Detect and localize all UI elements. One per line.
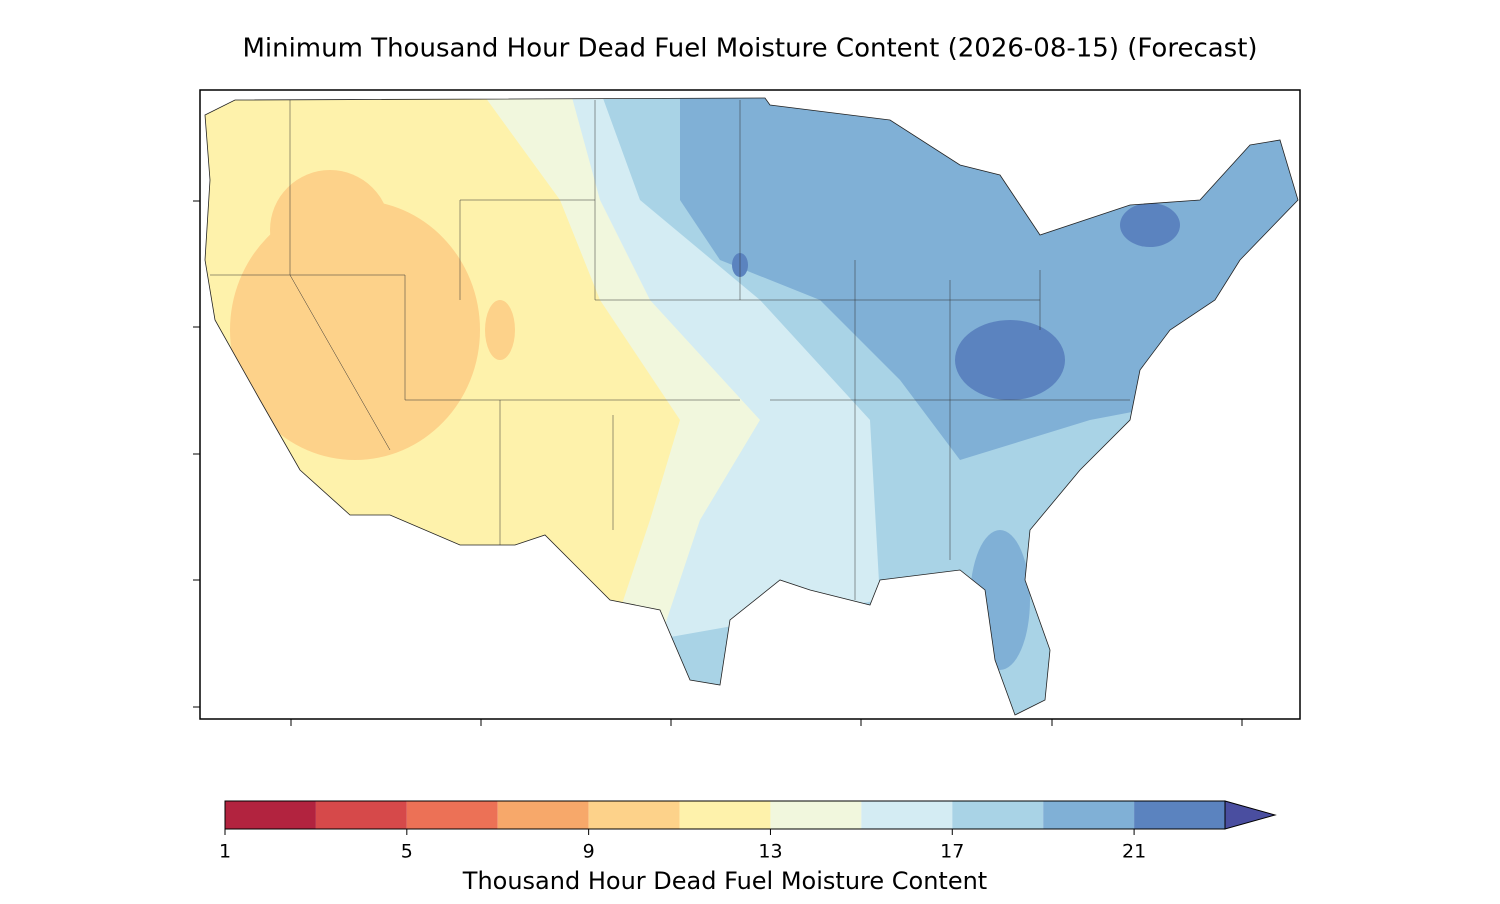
colorbar-tick-label: 17 [940, 841, 964, 863]
colorbar-tick-label: 9 [583, 841, 595, 863]
colorbar-bin [861, 801, 953, 829]
map-frame [199, 89, 1301, 720]
colorbar-outline [224, 800, 1226, 830]
state-borders [210, 100, 1130, 600]
map-title: Minimum Thousand Hour Dead Fuel Moisture… [242, 34, 1257, 64]
colorbar-bin [225, 801, 316, 829]
colorbar-bin [952, 801, 1044, 829]
colorbar-bin [497, 801, 589, 829]
colorbar-bin [406, 801, 498, 829]
colorbar-tick-label: 5 [401, 841, 413, 863]
colorbar-tick-label: 1 [219, 841, 231, 863]
colorbar-bin [1043, 801, 1135, 829]
colorbar-label: Thousand Hour Dead Fuel Moisture Content [462, 867, 987, 895]
colorbar-bin [679, 801, 771, 829]
colorbar-bin [588, 801, 680, 829]
colorbar: 1 5 9 13 17 21 [219, 800, 1277, 863]
colorbar-bin [315, 801, 407, 829]
us-outline [204, 97, 1299, 716]
colorbar-tick-label: 21 [1122, 841, 1146, 863]
frame-ticks [193, 200, 1243, 726]
moisture-field [205, 98, 1298, 715]
colorbar-tick-label: 13 [758, 841, 782, 863]
colorbar-extend [1224, 800, 1277, 830]
colorbar-bin [1134, 801, 1225, 829]
colorbar-bin [770, 801, 862, 829]
